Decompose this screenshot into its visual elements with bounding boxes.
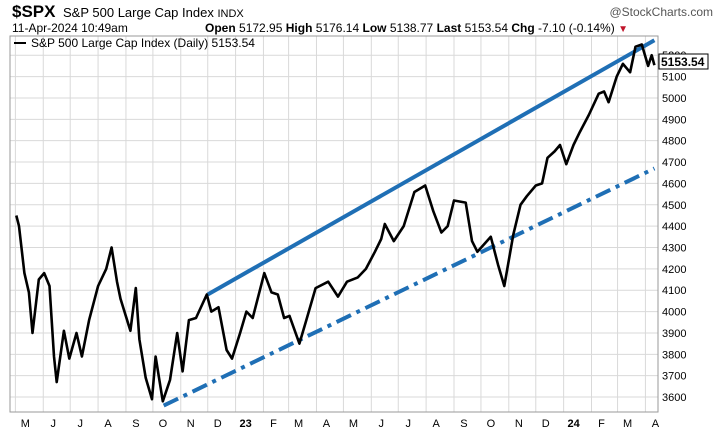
quote-summary: Open 5172.95 High 5176.14 Low 5138.77 La… — [205, 21, 628, 35]
x-tick-label: J — [379, 418, 385, 430]
index-name-text: S&P 500 Large Cap Index — [63, 5, 214, 20]
legend: S&P 500 Large Cap Index (Daily) 5153.54 — [14, 36, 255, 50]
y-tick-label: 3600 — [662, 392, 686, 404]
y-tick-label: 4400 — [662, 221, 686, 233]
price-line — [15, 43, 656, 403]
y-tick-label: 5000 — [662, 93, 686, 105]
support-trendline — [162, 166, 656, 408]
y-tick-label: 4500 — [662, 200, 686, 212]
x-tick-label: S — [460, 418, 467, 430]
x-tick-label: J — [406, 418, 412, 430]
last-price-tag-box — [658, 53, 709, 70]
x-tick-label: D — [542, 418, 550, 430]
x-axis-ticks: M J J A S O N D 23 F M A M J J A S O N D 24 F M A — [21, 418, 660, 430]
last-label: Last — [436, 21, 462, 35]
plot-frame — [9, 35, 659, 413]
y-tick-label: 4100 — [662, 285, 686, 297]
y-tick-label: 4200 — [662, 264, 686, 276]
resistance-trendline — [206, 38, 656, 297]
y-tick-label: 4800 — [662, 136, 686, 148]
y-axis-ticks: 3600 3700 3800 3900 4000 4100 4200 4300 4400 4500… — [662, 50, 686, 404]
quote-date: 11-Apr-2024 10:49am — [12, 21, 128, 35]
y-tick-label: 4900 — [662, 114, 686, 126]
x-tick-label: J — [51, 418, 57, 430]
y-tick-label: 4000 — [662, 307, 686, 319]
y-tick-label: 3900 — [662, 328, 686, 340]
x-tick-label: F — [270, 418, 277, 430]
chg-value: -7.10 (-0.14%) — [538, 21, 615, 35]
low-label: Low — [362, 21, 387, 35]
x-tick-label: M — [294, 418, 303, 430]
last-price-tag: 5153.54 — [658, 53, 709, 70]
x-tick-label: A — [652, 418, 660, 430]
brand-watermark: @StockCharts.com — [609, 5, 713, 19]
x-tick-label: 24 — [568, 418, 581, 430]
x-tick-label: S — [132, 418, 139, 430]
x-tick-label: O — [487, 418, 496, 430]
y-tick-label: 3700 — [662, 371, 686, 383]
x-tick-label: 23 — [239, 418, 251, 430]
y-tick-label: 4700 — [662, 157, 686, 169]
x-tick-label: M — [21, 418, 30, 430]
x-tick-label: M — [623, 418, 632, 430]
x-tick-label: M — [349, 418, 358, 430]
high-value: 5176.14 — [315, 21, 360, 35]
y-tick-label: 4600 — [662, 178, 686, 190]
index-name: S&P 500 Large Cap Index INDX — [63, 5, 244, 20]
open-value: 5172.95 — [239, 21, 283, 35]
legend-label: S&P 500 Large Cap Index (Daily) 5153.54 — [31, 36, 255, 50]
x-tick-label: J — [77, 418, 83, 430]
x-tick-label: A — [323, 418, 331, 430]
down-arrow-icon: ▼ — [618, 24, 628, 35]
last-value: 5153.54 — [464, 21, 508, 35]
x-tick-label: O — [159, 418, 168, 430]
chart-header: $SPX S&P 500 Large Cap Index INDX @Stock… — [0, 0, 721, 36]
ticker-symbol[interactable]: $SPX — [12, 2, 56, 21]
x-tick-label: D — [214, 418, 222, 430]
y-tick-label: 5100 — [662, 72, 686, 84]
x-tick-label: A — [432, 418, 440, 430]
low-value: 5138.77 — [389, 21, 434, 35]
exchange-label: INDX — [217, 8, 244, 20]
open-label: Open — [205, 21, 236, 35]
x-tick-label: A — [104, 418, 112, 430]
high-label: High — [285, 21, 313, 35]
y-tick-label: 4300 — [662, 243, 686, 255]
y-tick-label: 3800 — [662, 349, 686, 361]
trendlines — [162, 38, 656, 408]
x-tick-label: N — [187, 418, 195, 430]
x-tick-label: F — [598, 418, 605, 430]
x-tick-label: N — [515, 418, 523, 430]
chg-label: Chg — [511, 21, 535, 35]
last-price-tag-text: 5153.54 — [661, 55, 705, 69]
